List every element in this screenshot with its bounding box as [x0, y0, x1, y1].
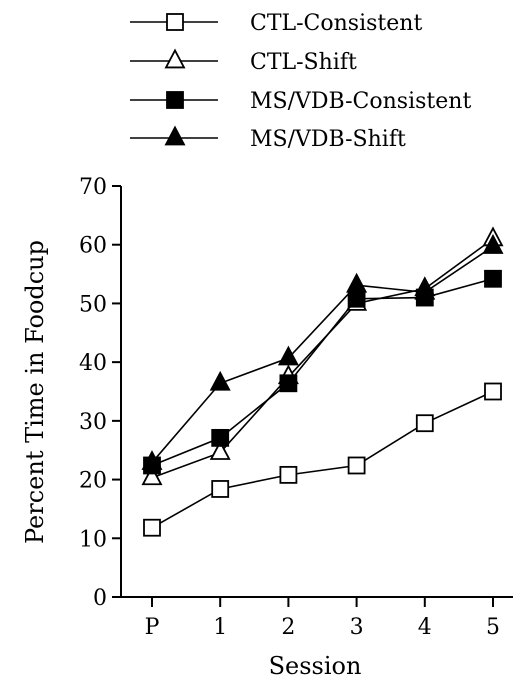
legend-marker	[166, 13, 184, 31]
data-point	[279, 374, 298, 393]
legend-label: CTL-Shift	[250, 50, 357, 75]
data-point	[484, 269, 502, 288]
data-point	[346, 272, 368, 293]
legend-item: CTL-Consistent	[130, 11, 422, 36]
x-tick-label: P	[145, 615, 160, 640]
y-tick-label: 60	[79, 234, 107, 259]
data-point	[482, 234, 504, 254]
legend-label: MS/VDB-Consistent	[250, 89, 471, 114]
y-axis-label: Percent Time in Foodcup	[21, 240, 49, 544]
x-tick-label: 4	[418, 615, 432, 640]
data-point	[277, 345, 299, 366]
axes: 0 10 20 30 40 50 60 70 P 1 2 3 4 5	[79, 175, 513, 640]
data-point	[415, 414, 434, 433]
data-point	[484, 382, 502, 401]
legend-label: MS/VDB-Shift	[250, 127, 406, 152]
y-tick-label: 30	[79, 410, 107, 435]
legend-item: MS/VDB-Shift	[130, 125, 406, 152]
legend-item: CTL-Shift	[130, 48, 357, 75]
y-tick-label: 40	[79, 351, 107, 376]
data-point	[347, 289, 366, 308]
data-point	[211, 428, 230, 447]
legend-marker	[164, 125, 186, 146]
legend-item: MS/VDB-Consistent	[130, 89, 471, 114]
y-tick-label: 70	[79, 175, 107, 200]
series-line	[151, 245, 494, 464]
series-line	[151, 238, 494, 479]
x-tick-label: 2	[281, 615, 295, 640]
series-ms-vdb-consistent	[143, 269, 502, 475]
x-tick-label: 3	[350, 615, 364, 640]
data-point	[279, 465, 298, 484]
y-tick-label: 50	[79, 292, 107, 317]
data-point	[414, 279, 436, 300]
x-tick-label: 5	[486, 615, 500, 640]
legend-marker	[166, 91, 184, 109]
data-point	[143, 518, 161, 537]
data-point	[211, 480, 230, 498]
legend-marker	[164, 48, 186, 69]
y-tick-label: 0	[93, 586, 107, 611]
data-point	[209, 440, 231, 460]
data-point	[141, 450, 163, 470]
series-ctl-consistent	[143, 382, 502, 537]
series-ms-vdb-shift	[141, 234, 504, 470]
x-axis-label: Session	[269, 652, 362, 680]
y-tick-label: 20	[79, 469, 107, 494]
x-ticks: P 1 2 3 4 5	[145, 597, 500, 640]
series-line	[151, 277, 494, 467]
x-tick-label: 1	[213, 615, 227, 640]
data-point	[141, 465, 163, 486]
series-line	[151, 390, 494, 529]
legend-label: CTL-Consistent	[250, 11, 422, 36]
legend: CTL-Consistent CTL-Shift MS/VDB-Consistent…	[130, 11, 471, 152]
data-point	[209, 370, 231, 391]
data-point	[347, 456, 366, 475]
y-ticks: 0 10 20 30 40 50 60 70	[79, 175, 121, 611]
series-layer	[141, 226, 504, 537]
series-ctl-shift	[141, 226, 504, 486]
y-tick-label: 10	[79, 527, 107, 552]
